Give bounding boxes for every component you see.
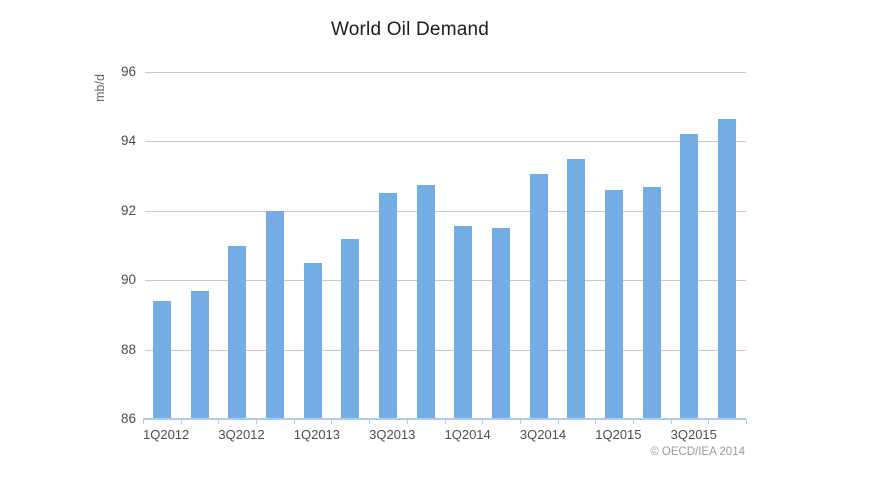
x-tick-mark xyxy=(406,419,408,424)
y-tick-label: 90 xyxy=(120,272,136,288)
y-tick-label: 86 xyxy=(120,411,136,426)
y-tick-label: 96 xyxy=(120,64,136,79)
x-tick-mark xyxy=(482,419,484,424)
x-tick-label: 3Q2012 xyxy=(218,427,265,442)
bar-slot xyxy=(708,72,746,419)
x-tick-mark xyxy=(519,419,521,424)
x-tick-label: 3Q2013 xyxy=(369,427,416,442)
x-tick-mark xyxy=(180,419,182,424)
x-tick-label: 1Q2015 xyxy=(595,427,642,442)
bar-1Q2015 xyxy=(605,189,624,419)
gridline xyxy=(145,210,746,212)
x-tick-mark xyxy=(293,419,295,424)
bar-slot xyxy=(331,72,369,419)
bar-4Q2015 xyxy=(718,118,737,419)
x-tick-mark xyxy=(557,419,559,424)
bar-slot xyxy=(143,72,181,419)
x-tick-label-empty xyxy=(491,427,520,442)
bar-slot xyxy=(595,72,633,419)
y-tick-label: 94 xyxy=(120,133,136,149)
bar-1Q2012 xyxy=(152,301,171,419)
bar-slot xyxy=(256,72,294,419)
x-tick-label-empty xyxy=(189,427,218,442)
x-tick-mark xyxy=(632,419,634,424)
bar-slot xyxy=(181,72,219,419)
bar-2Q2012 xyxy=(190,290,209,419)
gridline xyxy=(145,141,746,143)
x-tick-mark xyxy=(369,419,371,424)
gridline xyxy=(145,72,746,73)
plot-area xyxy=(143,72,747,424)
x-tick-mark xyxy=(256,419,258,424)
gridline xyxy=(145,349,746,351)
bar-1Q2013 xyxy=(303,262,322,419)
x-tick-label: 3Q2015 xyxy=(670,427,717,442)
bars-layer xyxy=(143,72,746,419)
x-tick-mark xyxy=(143,419,144,424)
x-tick-label: 1Q2012 xyxy=(143,427,190,442)
copyright-notice: © OECD/IEA 2014 xyxy=(650,446,745,458)
gridline xyxy=(145,280,746,282)
bar-4Q2013 xyxy=(416,184,435,419)
bar-slot xyxy=(671,72,709,419)
bar-3Q2015 xyxy=(680,134,699,419)
bar-slot xyxy=(369,72,407,419)
bar-4Q2012 xyxy=(265,210,284,419)
bar-2Q2013 xyxy=(341,238,360,419)
bar-2Q2014 xyxy=(492,228,511,419)
x-tick-mark xyxy=(746,419,747,424)
bar-4Q2014 xyxy=(567,158,586,419)
x-tick-label: 3Q2014 xyxy=(519,427,567,442)
bar-slot xyxy=(633,72,671,419)
x-tick-label-empty xyxy=(642,427,671,442)
x-tick-mark xyxy=(444,419,446,424)
bar-slot xyxy=(407,72,445,419)
bar-slot xyxy=(520,72,558,419)
x-tick-mark xyxy=(670,419,672,424)
chart-title: World Oil Demand xyxy=(330,19,490,40)
x-tick-label: 1Q2013 xyxy=(293,427,341,442)
bar-2Q2015 xyxy=(642,186,661,419)
bar-3Q2013 xyxy=(378,193,397,419)
bar-3Q2012 xyxy=(228,245,247,419)
bar-slot xyxy=(218,72,256,419)
bar-3Q2014 xyxy=(529,174,548,419)
bar-slot xyxy=(482,72,520,419)
x-tick-label-empty xyxy=(415,427,444,442)
x-tick-mark xyxy=(708,419,710,424)
x-tick-mark xyxy=(595,419,597,424)
x-tick-label-empty xyxy=(340,427,369,442)
bar-slot xyxy=(558,72,596,419)
x-tick-label: 1Q2014 xyxy=(444,427,491,442)
y-tick-label: 92 xyxy=(120,202,136,218)
x-tick-mark xyxy=(218,419,220,424)
bar-slot xyxy=(445,72,483,419)
x-tick-label-empty xyxy=(717,427,746,442)
bar-1Q2014 xyxy=(454,226,473,419)
x-axis-labels: 1Q2012 3Q2012 1Q2013 3Q2013 1Q2014 3Q2014 1Q20… xyxy=(143,427,746,442)
y-tick-label: 88 xyxy=(120,341,136,357)
x-tick-label-empty xyxy=(566,427,595,442)
x-tick-label-empty xyxy=(265,427,294,442)
x-tick-mark xyxy=(331,419,333,424)
bar-slot xyxy=(294,72,332,419)
